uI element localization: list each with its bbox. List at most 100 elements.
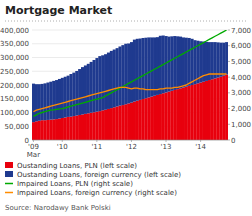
bar	[179, 88, 182, 140]
grid-line	[32, 30, 228, 31]
bar	[196, 41, 199, 84]
bar	[118, 106, 121, 140]
x-tick-label: '12	[126, 143, 137, 151]
bar	[222, 76, 225, 140]
bar	[124, 104, 127, 140]
y-tick-label: 200,000	[0, 82, 29, 90]
bar	[64, 117, 67, 140]
bar	[133, 40, 136, 102]
bar	[199, 83, 202, 140]
bar	[84, 114, 87, 140]
bar	[87, 113, 90, 140]
bar	[58, 119, 61, 140]
legend-swatch	[5, 171, 13, 177]
bar	[52, 81, 55, 120]
y-tick-label: 50,000	[5, 123, 30, 131]
bar	[116, 48, 119, 106]
x-tick	[33, 140, 34, 142]
bar	[116, 106, 119, 140]
bar	[67, 76, 70, 117]
bar	[173, 90, 176, 140]
bar	[101, 55, 104, 110]
bar	[165, 92, 168, 140]
bar	[101, 110, 104, 140]
y-tick-label: 100,000	[0, 109, 29, 117]
y2-tick	[228, 45, 230, 46]
x-tick-label: '11	[91, 143, 102, 151]
x-tick-label-line: '10	[57, 143, 68, 151]
bar	[90, 62, 93, 113]
bar	[44, 83, 47, 120]
y-tick-label: 150,000	[0, 95, 29, 103]
y2-tick-label: 3,000	[231, 89, 251, 97]
bar	[78, 115, 81, 140]
bar	[219, 43, 222, 77]
bar	[55, 119, 58, 140]
x-tick-label-line: Mar	[27, 151, 40, 159]
bar	[216, 42, 219, 77]
y2-tick-label: 0	[231, 137, 235, 145]
bar	[113, 107, 116, 140]
bar	[46, 120, 49, 140]
bar	[136, 101, 139, 140]
y2-tick	[228, 124, 230, 125]
x-tick-label-line: '12	[126, 143, 137, 151]
bar	[44, 120, 47, 140]
y2-tick-label: 5,000	[231, 58, 251, 66]
y-tick-label: 400,000	[0, 27, 29, 35]
bar	[49, 82, 52, 120]
bar	[113, 50, 116, 108]
bar	[214, 78, 217, 140]
y2-tick	[228, 92, 230, 93]
bar	[170, 36, 173, 90]
bar	[35, 121, 38, 140]
bar	[139, 100, 142, 140]
bar	[121, 105, 124, 140]
bar	[58, 79, 61, 119]
bar	[110, 51, 113, 108]
bar	[219, 77, 222, 140]
bar	[93, 112, 96, 140]
x-tick	[200, 140, 201, 142]
bar	[153, 96, 156, 140]
x-tick	[131, 140, 132, 142]
bar	[32, 122, 35, 140]
bar	[214, 42, 217, 78]
bar	[211, 79, 214, 140]
bar	[208, 80, 211, 140]
bar	[72, 73, 75, 116]
bar	[55, 80, 58, 119]
bar	[188, 86, 191, 140]
bar	[191, 39, 194, 85]
y-tick-label: 300,000	[0, 54, 29, 62]
y2-tick	[228, 61, 230, 62]
bar	[69, 74, 72, 117]
bar	[95, 58, 98, 112]
bar	[144, 98, 147, 140]
legend-label: Impaired Loans, foreign currency (right …	[17, 189, 177, 197]
legend-swatch	[5, 192, 13, 194]
bar	[61, 118, 64, 140]
x-tick-label: '14	[195, 143, 206, 151]
bar	[49, 120, 52, 140]
bar	[104, 54, 107, 110]
bar	[162, 93, 165, 140]
bar	[110, 108, 113, 140]
bar	[52, 119, 55, 140]
bar	[84, 65, 87, 113]
y-tick-label: 350,000	[0, 40, 29, 48]
y2-tick	[228, 30, 230, 31]
y2-tick	[228, 140, 230, 141]
bar	[90, 113, 93, 140]
bar	[156, 37, 159, 95]
x-tick-label: '13	[161, 143, 172, 151]
bar	[193, 84, 196, 140]
legend-label: Impaired Loans, PLN (right scale)	[17, 180, 133, 188]
bar	[179, 37, 182, 89]
y2-tick	[228, 108, 230, 109]
x-tick-label: '10	[57, 143, 68, 151]
bar	[159, 94, 162, 140]
x-tick-label-line: '13	[161, 143, 172, 151]
bar	[173, 36, 176, 90]
bar	[118, 47, 121, 106]
